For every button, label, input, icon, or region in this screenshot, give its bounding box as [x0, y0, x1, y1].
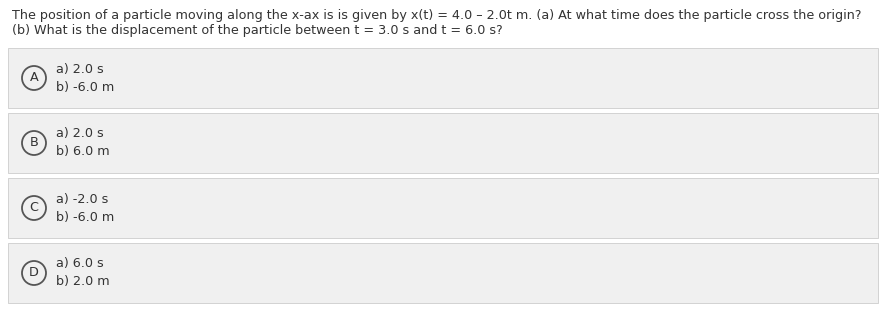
FancyBboxPatch shape: [8, 113, 878, 173]
Text: The position of a particle moving along the x-ax is is given by x(t) = 4.0 – 2.0: The position of a particle moving along …: [12, 9, 862, 22]
Text: (b) What is the displacement of the particle between t = 3.0 s and t = 6.0 s?: (b) What is the displacement of the part…: [12, 24, 503, 37]
FancyBboxPatch shape: [8, 243, 878, 303]
Text: b) -6.0 m: b) -6.0 m: [56, 81, 114, 93]
Text: a) 2.0 s: a) 2.0 s: [56, 62, 104, 76]
FancyBboxPatch shape: [8, 178, 878, 238]
Text: b) 6.0 m: b) 6.0 m: [56, 146, 109, 158]
Text: a) -2.0 s: a) -2.0 s: [56, 192, 109, 206]
Text: D: D: [29, 266, 39, 279]
Text: b) 2.0 m: b) 2.0 m: [56, 276, 109, 288]
Text: C: C: [29, 201, 38, 214]
Text: B: B: [29, 136, 38, 149]
FancyBboxPatch shape: [8, 48, 878, 108]
Text: a) 2.0 s: a) 2.0 s: [56, 127, 104, 141]
Text: b) -6.0 m: b) -6.0 m: [56, 211, 114, 223]
Text: A: A: [29, 71, 38, 84]
Text: a) 6.0 s: a) 6.0 s: [56, 257, 104, 271]
